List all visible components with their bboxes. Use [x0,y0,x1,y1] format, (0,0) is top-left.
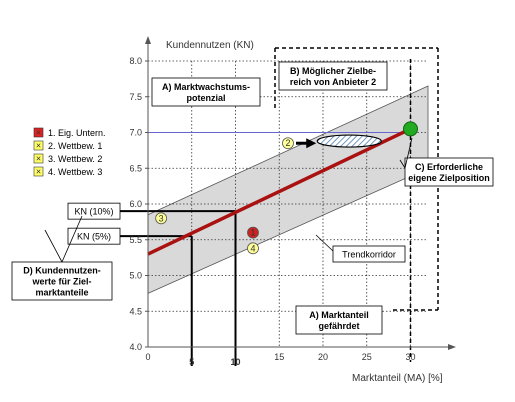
arrow-head [306,138,317,149]
axes [145,36,456,350]
y-tick-label: 6.0 [129,199,142,209]
legend-swatch-mark: × [36,141,41,151]
leader-line [399,159,406,169]
data-point [155,212,168,225]
x-tick-label: 30 [405,352,415,362]
legend-swatch [33,140,44,151]
annotation-kn-values-text: marktanteile [35,288,88,298]
y-tick-label: 5.5 [129,235,142,245]
annotation-required-position-text: eigene Zielposition [408,173,490,183]
legend-label: 2. Wettbew. 1 [48,141,102,151]
data-point-label: 4 [250,243,255,253]
annotation-target-range-text: reich von Anbieter 2 [290,77,376,87]
y-tick-label: 4.0 [129,342,142,352]
x-tick-label: 0 [145,352,150,362]
data-point-label: 1 [250,228,255,238]
kn-label-box [67,202,121,220]
annotation-kn-values-text: D) Kundennutzen- [23,266,100,276]
leader-line [315,234,334,252]
legend-swatch [33,127,44,138]
annotation-trend-corridor-text: Trendkorridor [342,250,396,260]
data-point [282,137,294,150]
legend-label: 4. Wettbew. 3 [48,167,102,177]
y-axis-arrow [145,36,151,44]
y-tick-label: 5.0 [129,271,142,281]
y-axis-label: Kundennutzen (KN) [166,40,254,51]
data-point [247,226,259,239]
kn-label: KN (10%) [74,207,113,217]
annotation-target-range-box [278,61,388,91]
x-axis-label: Marktanteil (MA) [%] [352,373,443,384]
legend-swatch [33,166,44,177]
leader-line [61,215,83,263]
annotation-market-growth-text: potenzial [186,93,225,103]
y-tick-label: 8.0 [129,56,142,66]
target-line [148,47,439,362]
legend-swatch [33,153,44,164]
trend-line [147,127,412,256]
x-axis-arrow [448,344,456,350]
trend-line-path [147,127,412,256]
x-tick-label: 25 [362,352,372,362]
annotation-market-growth-text: A) Marktwachstums- [162,82,250,92]
legend-swatch-mark: × [36,154,41,164]
legend-label: 1. Eig. Untern. [48,128,106,138]
legend: × 1. Eig. Untern. × 2. Wettbew. 1 × 3. Wettbe… [33,127,106,177]
annotation-required-position-text: C) Erforderliche [415,162,483,172]
y-tick-label: 4.5 [129,306,142,316]
leader-line [404,137,413,169]
target-area-ellipse [316,134,382,148]
annotation-share-at-risk-text: gefährdet [318,321,359,331]
annotation-target-range-text: B) Möglicher Zielbe- [290,66,376,76]
y-tick-label: 7.0 [129,128,142,138]
y-tick-label: 7.5 [129,92,142,102]
tick-labels: 4.0 4.5 5.0 5.5 6.0 6.5 7.0 7.5 8.0 0 5 10 15 20 25 30 [129,56,415,367]
annotation-kn-values-text: werte für Ziel- [31,277,91,287]
kn-label: KN (5%) [77,232,111,242]
data-point-label: 2 [285,138,290,148]
annotation-required-position-box [404,157,494,187]
annotation-market-growth-box [151,77,261,107]
data-point-label: 3 [159,213,164,223]
annotation-trend-corridor-box [332,245,406,263]
legend-swatch-mark: × [36,128,41,138]
annotation-kn-values-box [11,261,113,301]
legend-label: 3. Wettbew. 2 [48,154,102,164]
x-tick-label: 10 [230,357,240,367]
data-point [247,242,259,255]
legend-swatch-mark: × [36,167,41,177]
y-tick-label: 6.5 [129,163,142,173]
annotation-share-at-risk-text: A) Marktanteil [309,310,369,320]
x-tick-label: 5 [189,357,194,367]
target-point [403,121,418,137]
leader-line [44,229,63,263]
annotations: A) Marktwachstums-potenzial B) Möglicher … [11,61,494,335]
kn-lines: KN (10%) KN (5%) [67,202,237,366]
x-tick-label: 20 [318,352,328,362]
data-points: 1 2 3 4 [155,121,418,255]
annotation-share-at-risk-box [295,305,383,335]
kn-label-box [67,227,121,245]
x-tick-label: 15 [274,352,284,362]
